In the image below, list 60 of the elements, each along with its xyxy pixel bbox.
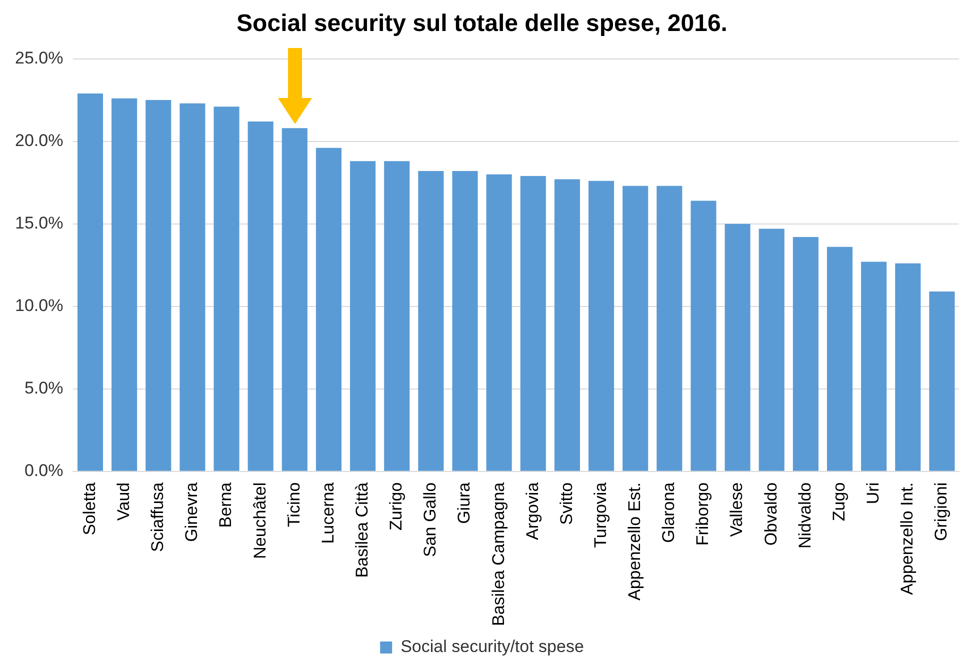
bar — [622, 186, 648, 471]
bar — [861, 262, 887, 471]
x-tick-label: Basilea Campagna — [488, 482, 508, 626]
bar — [214, 106, 240, 471]
bar — [588, 180, 614, 471]
x-tick-label: Soletta — [80, 482, 99, 536]
x-tick-label: Turgovia — [590, 482, 610, 548]
bar — [929, 291, 955, 471]
y-tick-label: 10.0% — [15, 296, 64, 316]
x-tick-label: Lucerna — [318, 482, 338, 544]
bar — [656, 186, 682, 471]
y-tick-label: 20.0% — [15, 131, 64, 150]
x-tick-label: Appenzello Int. — [898, 482, 917, 595]
bar — [826, 246, 853, 471]
x-tick-label: Neuchâtel — [250, 482, 270, 559]
bar — [758, 228, 784, 471]
x-tick-label: Obvaldo — [761, 482, 780, 546]
x-tick-label: Glarona — [659, 482, 678, 543]
bar — [384, 161, 410, 471]
x-tick-label: Vallese — [727, 482, 746, 537]
x-tick-label: Berna — [216, 482, 236, 528]
bar — [554, 179, 580, 471]
bar — [724, 224, 750, 471]
x-tick-label: Giura — [454, 482, 474, 524]
bar — [486, 174, 512, 471]
bar — [452, 171, 478, 471]
bar — [792, 237, 818, 471]
x-tick-label: Svitto — [556, 482, 576, 525]
bar — [146, 100, 172, 471]
bar — [895, 263, 921, 471]
x-tick-label: Uri — [864, 482, 883, 504]
y-tick-label: 25.0% — [15, 48, 64, 68]
bar — [282, 128, 308, 471]
bar — [77, 93, 104, 471]
chart-title: Social security sul totale delle spese, 2016. — [236, 10, 728, 38]
bar — [520, 176, 546, 471]
x-tick-label: Grigioni — [932, 482, 951, 541]
bar — [248, 122, 274, 471]
bar — [690, 200, 716, 471]
y-tick-label: 0.0% — [24, 461, 64, 480]
x-tick-label: Ticino — [284, 482, 304, 528]
x-tick-label: Ginevra — [182, 482, 202, 542]
bar — [316, 148, 342, 471]
x-tick-label: San Gallo — [420, 482, 440, 558]
x-tick-label: Zurigo — [386, 482, 406, 531]
x-tick-label: Vaud — [114, 482, 133, 521]
x-tick-label: Nidvaldo — [795, 482, 814, 549]
x-tick-label: Friborgo — [693, 482, 712, 546]
bar — [418, 171, 444, 471]
x-tick-label: Argovia — [522, 482, 542, 540]
bar — [180, 103, 206, 471]
x-tick-label: Sciaffusa — [148, 482, 168, 552]
legend-label: Social security/tot spese — [400, 637, 584, 656]
x-tick-label: Appenzello Est. — [625, 482, 644, 600]
x-tick-label: Basilea Città — [352, 482, 372, 578]
y-tick-label: 15.0% — [15, 214, 64, 233]
bar — [350, 161, 376, 471]
y-tick-label: 5.0% — [24, 378, 64, 398]
bar — [112, 98, 138, 471]
x-tick-label: Zugo — [829, 482, 848, 522]
